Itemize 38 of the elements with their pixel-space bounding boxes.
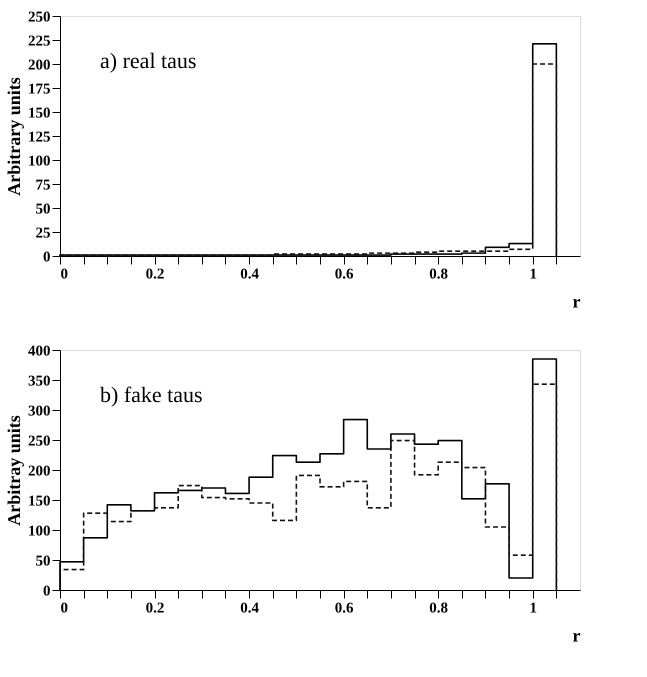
x-tick-label: 0.2: [146, 600, 164, 616]
y-tick-label: 0: [43, 250, 50, 266]
y-axis-title: Arbitray units: [4, 415, 24, 526]
y-tick-label: 250: [28, 434, 50, 450]
y-tick-label: 400: [28, 344, 50, 360]
y-tick-label: 100: [28, 154, 50, 170]
y-tick-label: 50: [36, 202, 50, 218]
y-axis-title: Arbitrary units: [4, 77, 24, 196]
y-tick-label: 225: [28, 34, 50, 50]
annotation: a) real taus: [100, 48, 196, 73]
y-tick-label: 200: [28, 464, 50, 480]
y-tick-label: 50: [36, 554, 50, 570]
x-tick-label: 0: [60, 266, 68, 282]
y-tick-label: 150: [28, 106, 50, 122]
y-tick-label: 125: [28, 130, 50, 146]
annotation: b) fake taus: [100, 382, 203, 407]
x-tick-label: 0.2: [146, 266, 164, 282]
x-tick-label: 0.6: [334, 266, 354, 282]
x-axis-title: r: [572, 626, 580, 646]
y-tick-label: 25: [36, 226, 50, 242]
x-tick-label: 0.6: [334, 600, 354, 616]
x-tick-label: 1: [529, 266, 537, 282]
y-tick-label: 150: [28, 494, 50, 510]
x-tick-label: 0.4: [240, 266, 260, 282]
x-tick-label: 0.4: [240, 600, 260, 616]
x-tick-label: 1: [529, 600, 537, 616]
y-tick-label: 75: [36, 178, 50, 194]
y-tick-label: 250: [28, 10, 50, 26]
y-tick-label: 175: [28, 82, 50, 98]
y-tick-label: 200: [28, 58, 50, 74]
y-tick-label: 0: [43, 584, 50, 600]
y-tick-label: 100: [28, 524, 50, 540]
x-axis-title: r: [572, 292, 580, 312]
y-tick-label: 350: [28, 374, 50, 390]
y-tick-label: 300: [28, 404, 50, 420]
x-tick-label: 0.8: [429, 266, 448, 282]
x-tick-label: 0.8: [429, 600, 448, 616]
x-tick-label: 0: [60, 600, 68, 616]
